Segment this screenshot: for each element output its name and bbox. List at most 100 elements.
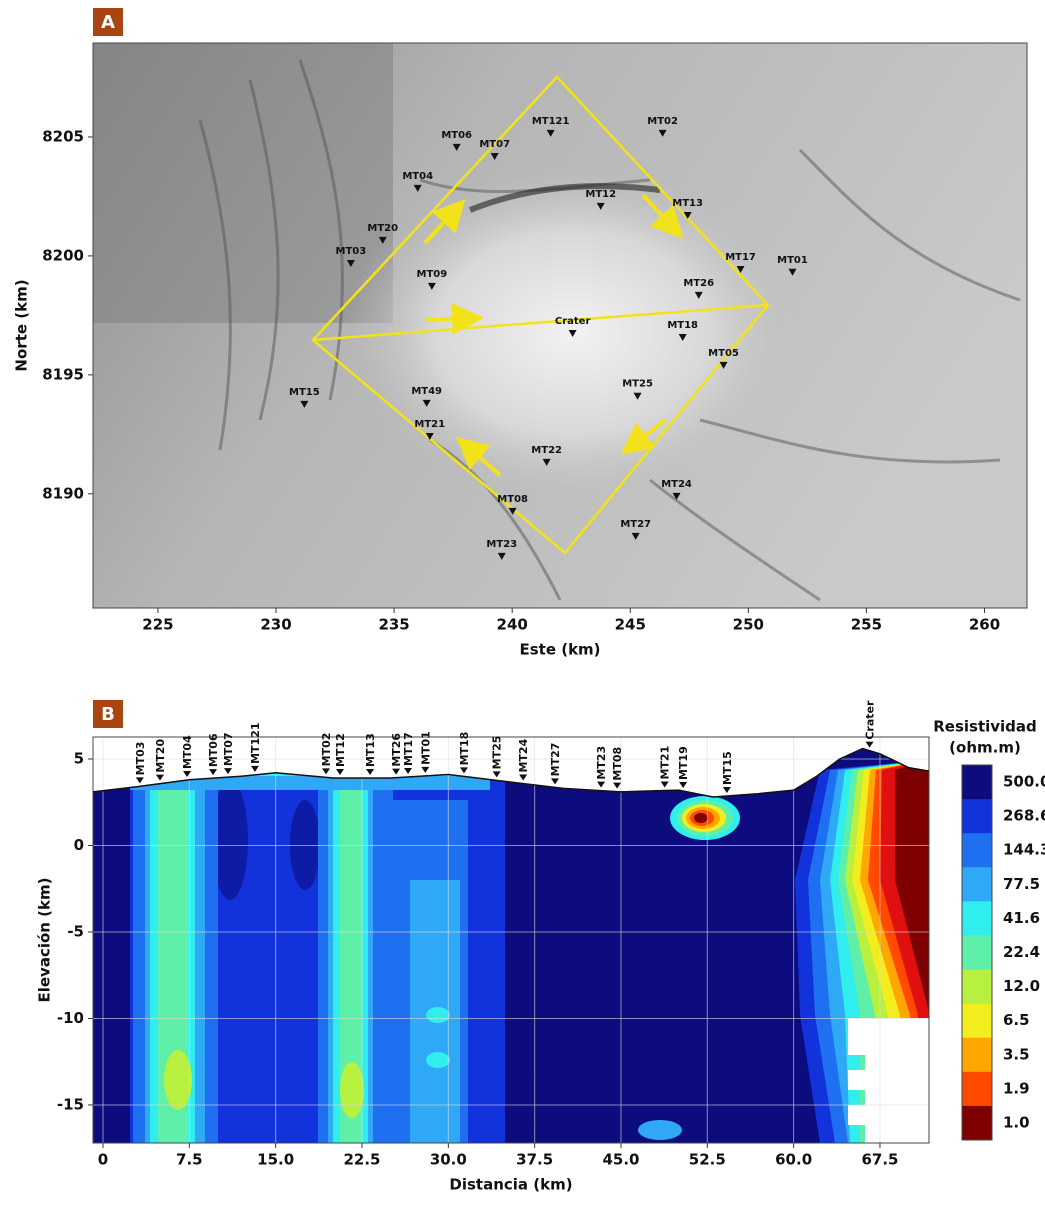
sky-mask: [93, 737, 929, 798]
y-tick-label: 8200: [42, 246, 84, 264]
colorbar-swatch: [962, 935, 992, 971]
station-marker: [425, 432, 434, 440]
x-axis-label: Distancia (km): [449, 1176, 572, 1194]
x-tick-label: 230: [260, 616, 291, 634]
station-marker: [631, 532, 640, 540]
x-tick-label: 7.5: [176, 1151, 203, 1169]
x-tick-label: 37.5: [516, 1151, 553, 1169]
topography: [92, 747, 930, 798]
station-marker: [421, 766, 430, 773]
station-marker: [658, 129, 667, 137]
y-tick-label: -15: [57, 1095, 84, 1113]
station-label: MT26: [390, 733, 403, 767]
plot-frame: [92, 42, 1028, 609]
station-label: MT04: [181, 735, 194, 769]
station-label: MT26: [683, 278, 714, 289]
station-marker: [613, 782, 622, 789]
x-tick-label: 0: [98, 1151, 108, 1169]
profile-line: [312, 303, 769, 342]
colorbar-label: 41.6: [1003, 909, 1040, 927]
station-marker: [155, 774, 164, 781]
station-marker: [366, 768, 375, 775]
station-marker: [497, 552, 506, 560]
x-tick-label: 240: [497, 616, 528, 634]
x-tick-label: 250: [733, 616, 764, 634]
station-label: MT13: [672, 198, 703, 209]
station-label: MT25: [491, 736, 504, 770]
panel-label-box: [93, 700, 123, 728]
colorbar-swatch: [962, 799, 992, 834]
station-marker: [250, 765, 259, 772]
y-tick-label: -10: [57, 1009, 84, 1027]
x-tick-label: 67.5: [861, 1151, 898, 1169]
station-marker: [679, 782, 688, 789]
station-marker: [404, 767, 413, 774]
colorbar-swatch: [962, 969, 992, 1005]
station-label: MT25: [622, 379, 653, 390]
colorbar-title: Resistividad: [933, 718, 1037, 736]
x-tick-label: 15.0: [257, 1151, 294, 1169]
x-tick-label: 22.5: [343, 1151, 380, 1169]
station-label: MT121: [532, 116, 570, 127]
station-label: MT02: [320, 733, 333, 767]
station-marker: [300, 400, 309, 408]
station-marker: [392, 768, 401, 775]
station-label: MT18: [667, 320, 698, 331]
station-marker: [519, 774, 528, 781]
station-label: MT02: [647, 116, 678, 127]
station-label: MT23: [595, 746, 608, 780]
station-label: MT15: [289, 387, 320, 398]
station-label: MT09: [417, 269, 448, 280]
station-label: MT18: [458, 732, 471, 766]
station-label: MT12: [334, 733, 347, 767]
colorbar-label: 22.4: [1003, 943, 1040, 961]
x-axis-label: Este (km): [519, 641, 600, 659]
colorbar-label: 1.9: [1003, 1079, 1030, 1097]
x-tick-label: 235: [378, 616, 409, 634]
station-marker: [336, 768, 345, 775]
resistivity-field: [93, 737, 929, 1143]
station-label: MT01: [777, 255, 808, 266]
station-label: MT17: [402, 732, 415, 766]
y-axis-label: Elevación (km): [36, 877, 54, 1002]
x-tick-label: 260: [969, 616, 1000, 634]
colorbar-swatch: [962, 1071, 992, 1107]
station-marker: [597, 781, 606, 788]
station-label: MT27: [620, 519, 651, 530]
x-tick-label: 255: [851, 616, 882, 634]
colorbar-swatch: [962, 901, 992, 936]
station-label: MT24: [661, 479, 692, 490]
station-label: MT20: [367, 223, 398, 234]
station-label: MT03: [336, 246, 367, 257]
station-marker: [422, 399, 431, 407]
station-marker: [719, 361, 728, 369]
y-axis-label: Norte (km): [13, 279, 31, 371]
station-label: MT12: [585, 189, 616, 200]
plot-frame: [92, 736, 930, 1144]
station-marker: [596, 202, 605, 210]
colorbar-swatch: [962, 1037, 992, 1073]
station-marker: [209, 769, 218, 776]
y-tick-label: 8205: [42, 127, 84, 145]
panel-label: A: [101, 12, 115, 33]
station-label: MT27: [549, 743, 562, 777]
station-marker: [568, 329, 577, 337]
colorbar-swatch: [962, 765, 992, 800]
station-label: MT03: [134, 742, 147, 776]
station-marker: [551, 778, 560, 785]
station-marker: [452, 143, 461, 151]
station-label: MT22: [531, 445, 562, 456]
station-marker: [542, 458, 551, 466]
colorbar-label: 3.5: [1003, 1045, 1030, 1063]
colorbar-label: 500.0: [1003, 773, 1045, 791]
station-marker: [492, 771, 501, 778]
station-marker: [224, 768, 233, 775]
x-tick-label: 60.0: [775, 1151, 812, 1169]
station-marker: [546, 129, 555, 137]
station-label: MT13: [364, 733, 377, 767]
station-marker: [427, 282, 436, 290]
station-marker: [413, 184, 422, 192]
colorbar-label: 1.0: [1003, 1113, 1030, 1131]
station-label: MT04: [402, 171, 433, 182]
